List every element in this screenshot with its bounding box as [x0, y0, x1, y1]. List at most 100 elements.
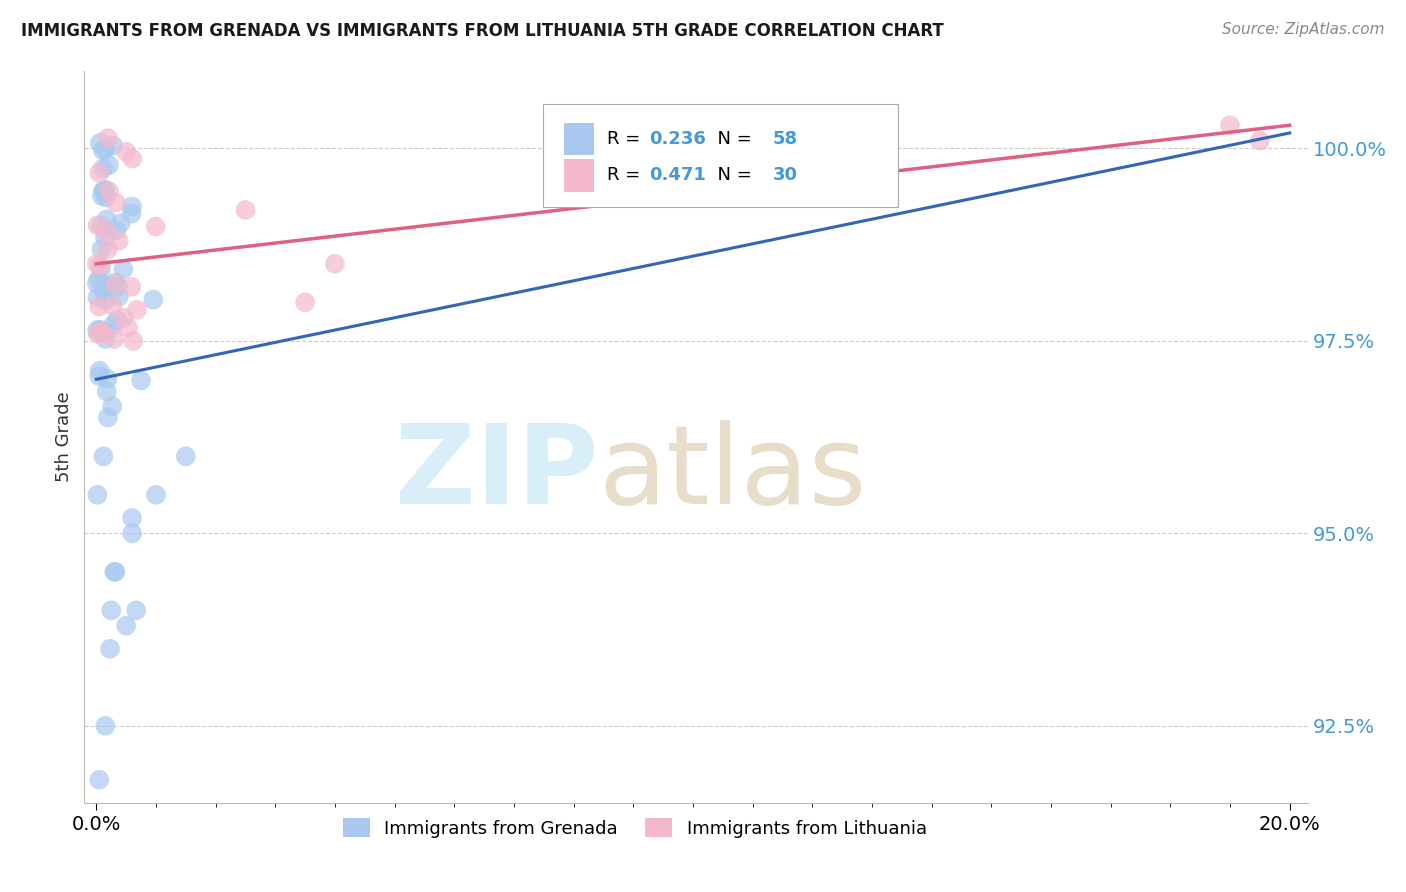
Point [142, 293, 165, 307]
Point [105, 313, 128, 327]
Point [96, 372, 118, 386]
Point [1219, 118, 1241, 132]
Point [89, 259, 111, 273]
Point [104, 565, 127, 579]
Text: 30: 30 [773, 166, 799, 185]
Point [91, 143, 114, 157]
Point [90, 326, 112, 341]
Point [104, 275, 127, 289]
Point [1249, 134, 1271, 148]
Point [105, 223, 128, 237]
Point [89, 300, 111, 314]
Point [100, 603, 122, 617]
Point [94, 719, 117, 733]
FancyBboxPatch shape [543, 104, 898, 207]
Point [107, 234, 129, 248]
Point [104, 195, 127, 210]
Point [87, 272, 110, 286]
Point [323, 257, 346, 271]
Point [125, 302, 148, 317]
Text: N =: N = [706, 166, 758, 185]
Point [91, 184, 114, 198]
Point [103, 332, 125, 346]
Legend: Immigrants from Grenada, Immigrants from Lithuania: Immigrants from Grenada, Immigrants from… [336, 811, 934, 845]
Point [89, 368, 111, 383]
Point [93, 184, 115, 198]
Point [101, 318, 124, 333]
Point [90, 261, 112, 276]
Text: Source: ZipAtlas.com: Source: ZipAtlas.com [1222, 22, 1385, 37]
Point [101, 299, 124, 313]
Point [121, 511, 143, 525]
Point [93, 450, 115, 464]
Text: IMMIGRANTS FROM GRENADA VS IMMIGRANTS FROM LITHUANIA 5TH GRADE CORRELATION CHART: IMMIGRANTS FROM GRENADA VS IMMIGRANTS FR… [21, 22, 943, 40]
Point [122, 334, 145, 348]
Point [107, 279, 129, 293]
Point [97, 131, 120, 145]
Point [174, 450, 197, 464]
Point [86, 257, 108, 271]
Point [121, 152, 143, 166]
Point [98, 641, 121, 656]
Point [91, 161, 114, 176]
Point [96, 212, 118, 227]
Bar [564, 122, 595, 155]
Point [110, 216, 132, 230]
Point [89, 166, 111, 180]
Point [97, 279, 120, 293]
Point [98, 158, 121, 172]
Point [94, 332, 117, 346]
Point [112, 262, 135, 277]
Point [97, 410, 120, 425]
Text: R =: R = [606, 129, 645, 148]
Text: 0.236: 0.236 [650, 129, 706, 148]
Point [294, 295, 316, 310]
Point [90, 325, 112, 339]
Point [103, 565, 125, 579]
Point [89, 323, 111, 337]
Point [115, 618, 138, 632]
Point [145, 219, 167, 234]
Point [91, 283, 114, 297]
Point [86, 219, 108, 233]
Point [97, 242, 120, 256]
Point [94, 142, 117, 156]
Point [94, 223, 117, 237]
Text: 58: 58 [773, 129, 799, 148]
Point [112, 310, 135, 325]
Point [94, 183, 117, 197]
Point [86, 323, 108, 337]
Point [89, 136, 111, 150]
Point [101, 399, 124, 413]
Point [90, 189, 112, 203]
Point [103, 138, 125, 153]
Point [121, 199, 143, 213]
Point [115, 145, 138, 159]
Point [145, 488, 167, 502]
Text: 0.471: 0.471 [650, 166, 706, 185]
Bar [564, 159, 595, 192]
Text: N =: N = [706, 129, 758, 148]
Point [90, 242, 112, 256]
Point [125, 603, 148, 617]
Text: R =: R = [606, 166, 645, 185]
Point [117, 320, 139, 334]
Point [121, 206, 143, 220]
Point [104, 277, 127, 291]
Point [96, 384, 118, 399]
Point [87, 326, 110, 341]
Point [94, 325, 117, 339]
Text: ZIP: ZIP [395, 420, 598, 527]
Point [86, 291, 108, 305]
Point [129, 374, 152, 388]
Point [121, 526, 143, 541]
Point [235, 202, 257, 217]
Point [120, 280, 142, 294]
Point [94, 190, 117, 204]
Point [86, 488, 108, 502]
Point [89, 364, 111, 378]
Point [108, 289, 131, 303]
Point [98, 184, 121, 198]
Point [90, 219, 112, 233]
Text: atlas: atlas [598, 420, 866, 527]
